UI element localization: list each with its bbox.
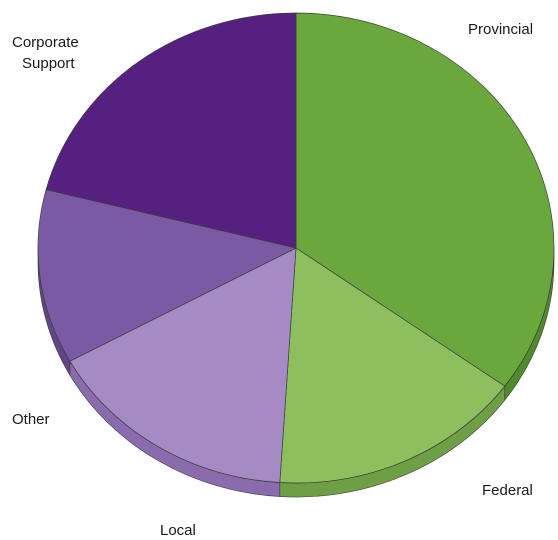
pie-slice-corporate-support (45, 12, 297, 249)
pie-slice-federal (279, 247, 506, 484)
pie-slice-other (37, 189, 298, 362)
slice-label-provincial: Provincial (468, 21, 533, 38)
slice-label-other: Other (12, 411, 50, 428)
pie-slice-local (69, 247, 297, 483)
pie-side-layer (37, 247, 555, 498)
slice-label-corporate-support-line2: Support (22, 55, 75, 72)
slice-label-federal: Federal (482, 482, 533, 499)
slice-label-corporate-support-line1: Corporate (12, 34, 79, 51)
slice-label-local: Local (160, 522, 196, 539)
pie-label-layer: Provincial Federal Local Other Corporate… (12, 21, 533, 539)
pie-slice-provincial (295, 12, 555, 387)
pie-slice-layer (37, 12, 555, 484)
